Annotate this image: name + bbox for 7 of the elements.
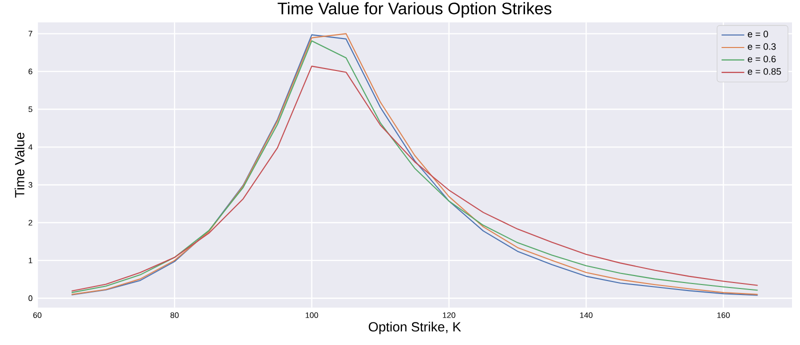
legend-label: e = 0.3 (748, 43, 776, 50)
y-axis-title: Time Value (14, 132, 24, 198)
legend-label: e = 0 (748, 30, 768, 38)
legend-label: e = 0.85 (748, 68, 781, 75)
legend-label: e = 0.6 (748, 56, 776, 62)
chart-title: Time Value for Various Option Strikes (278, 2, 552, 18)
x-axis-title: Option Strike, K (368, 322, 462, 334)
